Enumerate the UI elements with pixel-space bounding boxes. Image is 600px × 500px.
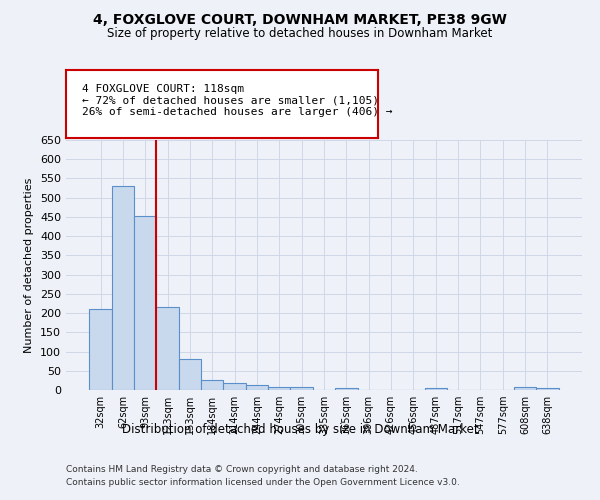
Text: 4 FOXGLOVE COURT: 118sqm
← 72% of detached houses are smaller (1,105)
26% of sem: 4 FOXGLOVE COURT: 118sqm ← 72% of detach…: [82, 84, 392, 117]
Bar: [335, 388, 358, 390]
Bar: [112, 186, 134, 390]
Bar: [201, 380, 223, 390]
Text: Contains public sector information licensed under the Open Government Licence v3: Contains public sector information licen…: [66, 478, 460, 487]
Bar: [268, 386, 290, 390]
Bar: [157, 308, 179, 390]
Bar: [425, 388, 447, 390]
Bar: [514, 388, 536, 390]
Text: Distribution of detached houses by size in Downham Market: Distribution of detached houses by size …: [122, 422, 478, 436]
Bar: [179, 359, 201, 390]
Bar: [89, 309, 112, 390]
Text: 4, FOXGLOVE COURT, DOWNHAM MARKET, PE38 9GW: 4, FOXGLOVE COURT, DOWNHAM MARKET, PE38 …: [93, 12, 507, 26]
Y-axis label: Number of detached properties: Number of detached properties: [25, 178, 34, 352]
Bar: [290, 388, 313, 390]
Text: Size of property relative to detached houses in Downham Market: Size of property relative to detached ho…: [107, 28, 493, 40]
Bar: [223, 383, 246, 390]
Text: Contains HM Land Registry data © Crown copyright and database right 2024.: Contains HM Land Registry data © Crown c…: [66, 466, 418, 474]
Bar: [536, 388, 559, 390]
Bar: [246, 385, 268, 390]
Bar: [134, 216, 157, 390]
